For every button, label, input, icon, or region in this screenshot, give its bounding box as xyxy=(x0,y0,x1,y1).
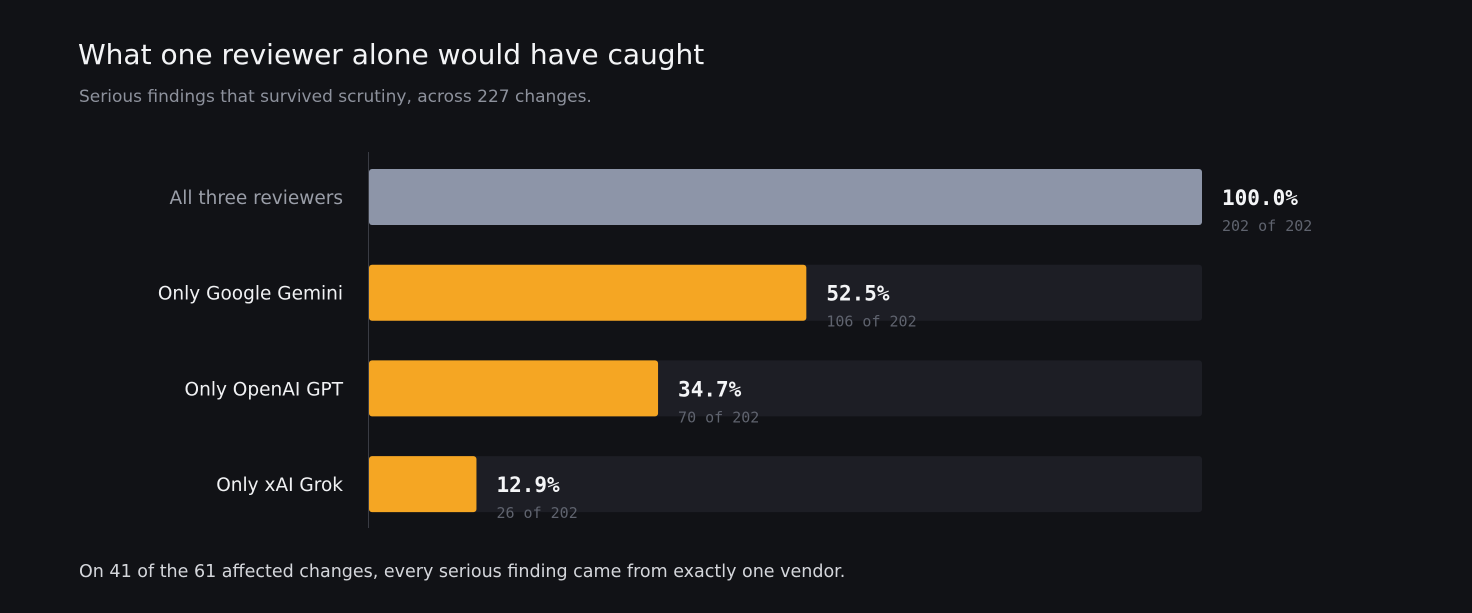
value-label: 12.9% xyxy=(496,473,560,497)
count-label: 26 of 202 xyxy=(496,504,577,522)
bars-group: All three reviewers 100.0% 202 of 202 Only … xyxy=(158,169,1312,522)
bar xyxy=(369,169,1202,225)
count-label: 70 of 202 xyxy=(678,408,759,426)
value-label: 34.7% xyxy=(678,377,742,401)
count-label: 202 of 202 xyxy=(1222,217,1312,235)
value-label: 52.5% xyxy=(826,282,890,306)
category-label: Only xAI Grok xyxy=(216,475,343,496)
bar xyxy=(369,264,807,321)
chart-subtitle: Serious findings that survived scrutiny,… xyxy=(79,87,592,107)
bar xyxy=(369,456,477,513)
count-label: 106 of 202 xyxy=(826,313,916,331)
category-label: All three reviewers xyxy=(170,188,343,209)
chart-title: What one reviewer alone would have caugh… xyxy=(78,38,705,71)
bar-track xyxy=(369,456,1202,513)
category-label: Only OpenAI GPT xyxy=(185,379,344,400)
chart-footnote: On 41 of the 61 affected changes, every … xyxy=(79,562,846,582)
bar xyxy=(369,360,659,417)
category-label: Only Google Gemini xyxy=(158,284,343,305)
value-label: 100.0% xyxy=(1222,186,1298,210)
